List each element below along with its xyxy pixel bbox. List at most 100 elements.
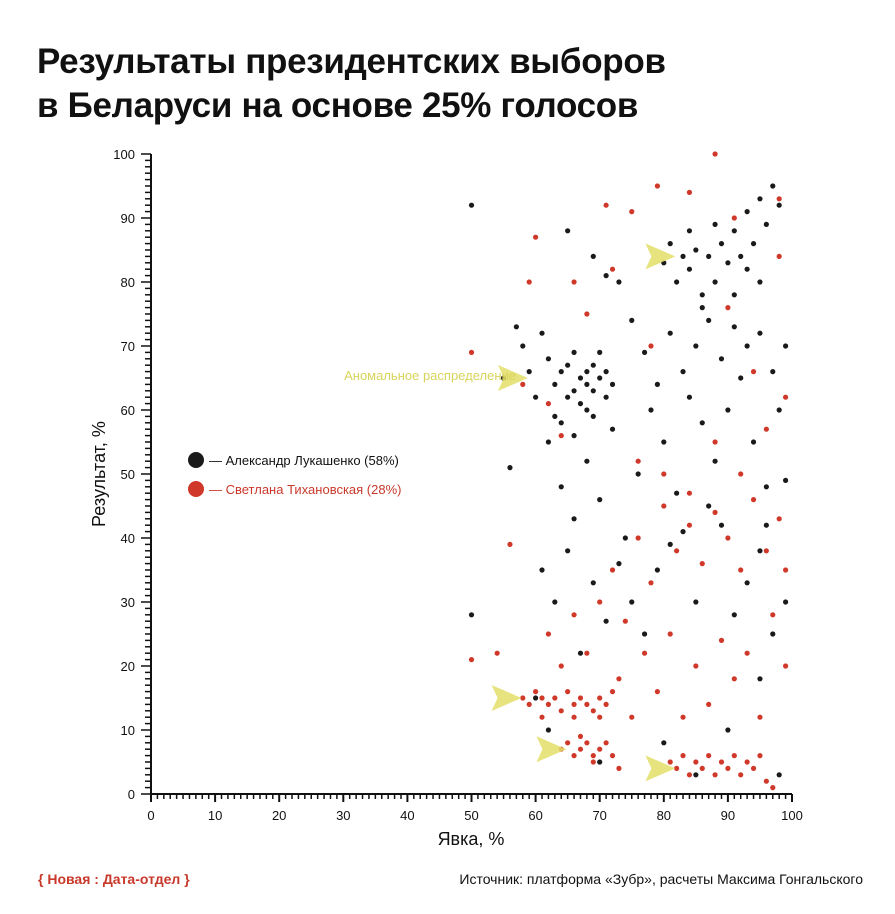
point-lukashenko [693, 343, 699, 349]
x-tick-label: 60 [528, 808, 542, 823]
title-line-2: в Беларуси на основе 25% голосов [37, 86, 639, 125]
point-lukashenko [539, 567, 545, 573]
point-tikhanovskaya [539, 714, 545, 720]
point-lukashenko [468, 612, 475, 618]
point-tikhanovskaya [609, 567, 616, 573]
point-tikhanovskaya [533, 234, 539, 240]
point-lukashenko [609, 426, 616, 432]
point-lukashenko [731, 324, 737, 330]
point-tikhanovskaya [770, 612, 776, 618]
x-tick-label: 30 [336, 808, 350, 823]
point-lukashenko [654, 381, 660, 387]
point-lukashenko [757, 548, 763, 554]
point-tikhanovskaya [674, 548, 680, 554]
point-tikhanovskaya [731, 215, 737, 221]
point-lukashenko [706, 317, 712, 323]
point-tikhanovskaya [526, 701, 532, 708]
point-lukashenko [667, 330, 673, 336]
point-lukashenko [629, 599, 635, 605]
point-tikhanovskaya [731, 753, 737, 759]
point-lukashenko [686, 266, 693, 272]
point-lukashenko [654, 567, 660, 573]
point-tikhanovskaya [750, 369, 757, 375]
point-lukashenko [725, 260, 731, 266]
annotations [491, 243, 676, 782]
point-lukashenko [686, 228, 693, 234]
point-tikhanovskaya [603, 202, 609, 208]
point-tikhanovskaya [533, 689, 539, 695]
point-tikhanovskaya [565, 740, 571, 746]
arrow-marker [536, 736, 567, 763]
point-tikhanovskaya [590, 759, 596, 765]
point-tikhanovskaya [718, 759, 725, 765]
point-tikhanovskaya [725, 765, 731, 772]
point-tikhanovskaya [590, 708, 596, 714]
point-tikhanovskaya [744, 650, 750, 656]
y-tick-label: 100 [113, 147, 135, 162]
point-lukashenko [738, 375, 744, 381]
point-lukashenko [590, 413, 596, 419]
point-tikhanovskaya [750, 497, 757, 503]
point-lukashenko [782, 599, 789, 605]
point-tikhanovskaya [571, 753, 577, 759]
point-lukashenko [776, 407, 782, 413]
point-tikhanovskaya [565, 689, 571, 695]
point-tikhanovskaya [648, 343, 654, 349]
point-tikhanovskaya [629, 209, 635, 215]
point-tikhanovskaya [661, 503, 667, 509]
point-tikhanovskaya [577, 695, 584, 701]
point-tikhanovskaya [757, 753, 763, 759]
y-tick-label: 70 [121, 339, 135, 354]
point-lukashenko [641, 349, 648, 355]
point-tikhanovskaya [520, 381, 526, 387]
point-lukashenko [693, 247, 699, 253]
point-tikhanovskaya [667, 631, 673, 637]
point-lukashenko [744, 209, 750, 215]
point-lukashenko [584, 381, 590, 387]
arrow-marker [497, 365, 528, 391]
x-tick-label: 90 [721, 808, 735, 823]
point-lukashenko [757, 196, 763, 202]
legend-label-tikhanovskaya: — Светлана Тихановская (28%) [209, 482, 401, 497]
point-tikhanovskaya [693, 663, 699, 669]
point-lukashenko [533, 394, 539, 400]
point-tikhanovskaya [776, 196, 782, 202]
x-tick-label: 40 [400, 808, 414, 823]
point-lukashenko [565, 548, 571, 554]
y-tick-label: 10 [121, 723, 135, 738]
x-tick-label: 70 [592, 808, 606, 823]
y-tick-label: 50 [121, 467, 135, 482]
point-tikhanovskaya [782, 663, 789, 669]
x-tick-label: 80 [657, 808, 671, 823]
point-lukashenko [744, 580, 750, 586]
point-tikhanovskaya [616, 676, 622, 682]
x-tick-label: 10 [208, 808, 222, 823]
point-tikhanovskaya [712, 772, 718, 778]
point-lukashenko [763, 522, 769, 528]
point-tikhanovskaya [763, 778, 769, 784]
point-lukashenko [757, 676, 763, 682]
point-tikhanovskaya [706, 753, 712, 759]
point-lukashenko [782, 477, 789, 483]
point-lukashenko [750, 439, 757, 445]
point-tikhanovskaya [757, 714, 763, 720]
point-tikhanovskaya [635, 458, 641, 464]
point-tikhanovskaya [763, 548, 769, 554]
point-tikhanovskaya [686, 189, 693, 195]
point-tikhanovskaya [545, 401, 552, 407]
x-tick-label: 100 [781, 808, 803, 823]
point-lukashenko [731, 292, 737, 298]
point-lukashenko [558, 420, 564, 426]
point-lukashenko [597, 349, 603, 355]
x-axis-label: Явка, % [438, 829, 505, 849]
point-tikhanovskaya [699, 765, 705, 772]
point-lukashenko [674, 279, 680, 285]
point-tikhanovskaya [629, 714, 635, 720]
point-lukashenko [590, 362, 596, 368]
point-tikhanovskaya [776, 253, 782, 259]
y-tick-label: 60 [121, 403, 135, 418]
point-lukashenko [648, 407, 654, 413]
source-note: Источник: платформа «Зубр», расчеты Макс… [459, 871, 863, 887]
point-tikhanovskaya [686, 490, 693, 496]
arrow-marker [491, 685, 522, 711]
